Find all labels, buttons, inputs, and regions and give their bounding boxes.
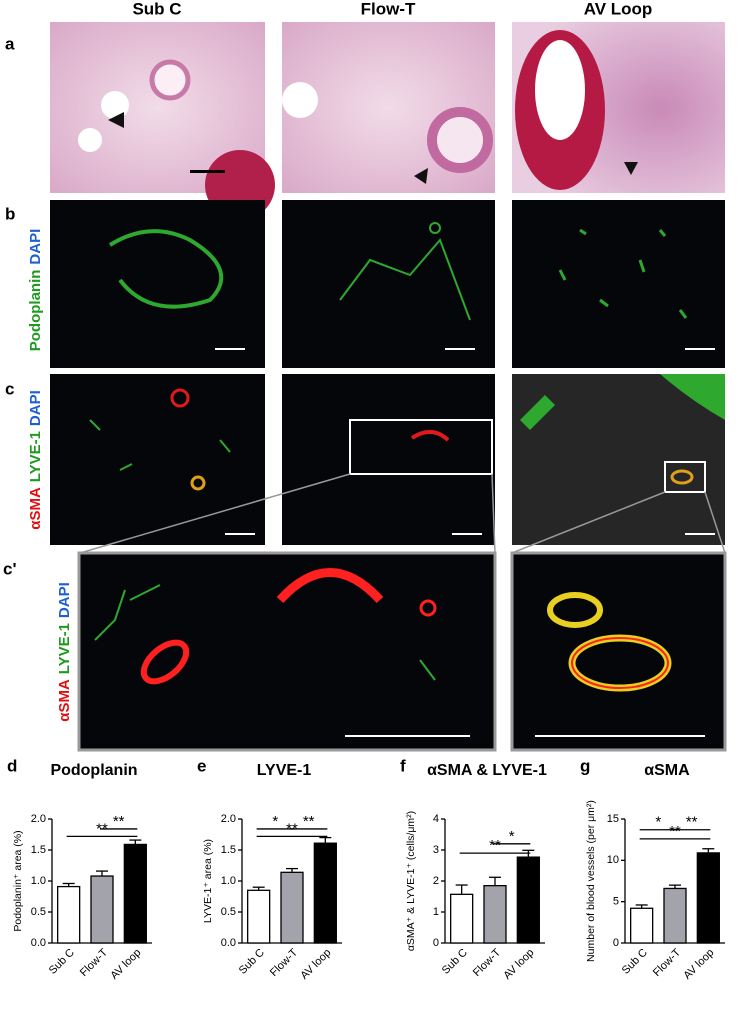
stain-word: αSMA [56, 679, 73, 722]
y-tick-label: 0 [433, 937, 439, 949]
row-label: b [5, 204, 15, 223]
stain-word: DAPI [27, 229, 44, 265]
x-tick-label: AV loop [681, 947, 716, 982]
stain-label: αSMA LYVE-1 DAPI [56, 582, 73, 722]
stain-word: DAPI [27, 390, 44, 426]
chart-title: αSMA & LYVE-1 [427, 762, 547, 779]
x-tick-label: Sub C [47, 947, 77, 977]
significance-label: ** [96, 820, 108, 837]
bar [57, 885, 81, 944]
x-tick-label: AV loop [108, 947, 143, 982]
x-tick-label: Flow-T [651, 946, 683, 978]
chart-title: αSMA [644, 762, 690, 779]
y-tick-label: 0.0 [31, 937, 46, 949]
x-tick-label: Sub C [620, 947, 650, 977]
significance-label: ** [669, 823, 681, 840]
panel-label: g [580, 756, 590, 775]
significance-label: ** [303, 813, 315, 830]
y-tick-label: 15 [607, 813, 619, 825]
bar [483, 885, 507, 944]
bar [247, 889, 271, 944]
row-label: a [5, 34, 15, 53]
y-tick-label: 1.0 [31, 875, 46, 887]
stain-word: LYVE-1 [27, 431, 44, 482]
significance-label: * [655, 814, 661, 831]
x-tick-label: Sub C [440, 947, 470, 977]
stain-word: αSMA [27, 487, 44, 530]
row-label: c' [3, 559, 17, 578]
y-tick-label: 0 [613, 937, 619, 949]
bar [663, 887, 687, 944]
y-tick-label: 0.0 [221, 937, 236, 949]
lyve-images [50, 374, 725, 545]
he-images [50, 22, 725, 220]
bar [280, 871, 304, 944]
x-tick-label: Flow-T [78, 946, 110, 978]
y-tick-label: 1.5 [31, 844, 46, 856]
y-tick-label: 1.5 [221, 844, 236, 856]
y-tick-label: 2.0 [221, 813, 236, 825]
panel-label: f [400, 756, 406, 775]
stain-word: LYVE-1 [56, 623, 73, 674]
column-header: Sub C [132, 0, 181, 18]
bar [123, 843, 147, 944]
x-tick-label: Flow-T [268, 946, 300, 978]
stain-label: Podoplanin DAPI [27, 229, 44, 352]
podoplanin-images [50, 200, 725, 368]
zoom-images [77, 551, 727, 752]
y-tick-label: 0.5 [31, 906, 46, 918]
x-tick-label: AV loop [298, 947, 333, 982]
y-tick-label: 3 [433, 844, 439, 856]
y-axis-label: αSMA⁺ & LYVE-1⁺ (cells/μm²) [405, 811, 417, 951]
x-tick-label: Flow-T [471, 946, 503, 978]
x-tick-label: Sub C [237, 947, 267, 977]
y-tick-label: 1.0 [221, 875, 236, 887]
panel-label: e [197, 756, 206, 775]
stain-word: DAPI [56, 582, 73, 618]
x-tick-label: AV loop [501, 947, 536, 982]
bar [90, 875, 114, 944]
significance-label: * [272, 813, 278, 830]
zoom-lines [79, 473, 726, 554]
significance-label: ** [113, 813, 125, 830]
y-tick-label: 2.0 [31, 813, 46, 825]
bar [516, 856, 540, 944]
bar [630, 907, 654, 944]
bar [450, 893, 474, 944]
y-tick-label: 0.5 [221, 906, 236, 918]
row-label: c [5, 379, 14, 398]
y-axis-label: Podoplanin⁺ area (%) [12, 830, 24, 931]
significance-label: ** [286, 820, 298, 837]
y-tick-label: 10 [607, 854, 619, 866]
significance-label: * [509, 828, 515, 845]
y-tick-label: 5 [613, 896, 619, 908]
column-header: Flow-T [361, 0, 416, 18]
chart-title: LYVE-1 [257, 762, 312, 779]
y-axis-label: Number of blood vessels (per μm²) [585, 800, 597, 962]
stain-word: Podoplanin [27, 270, 44, 352]
chart-title: Podoplanin [50, 762, 137, 779]
significance-label: ** [489, 837, 501, 854]
y-axis-label: LYVE-1⁺ area (%) [202, 839, 214, 923]
bar [696, 852, 720, 944]
bar [313, 842, 337, 944]
column-header: AV Loop [584, 0, 653, 18]
significance-label: ** [686, 814, 698, 831]
y-tick-label: 4 [433, 813, 439, 825]
panel-label: d [7, 756, 17, 775]
y-tick-label: 1 [433, 906, 439, 918]
stain-label: αSMA LYVE-1 DAPI [27, 390, 44, 530]
y-tick-label: 2 [433, 875, 439, 887]
